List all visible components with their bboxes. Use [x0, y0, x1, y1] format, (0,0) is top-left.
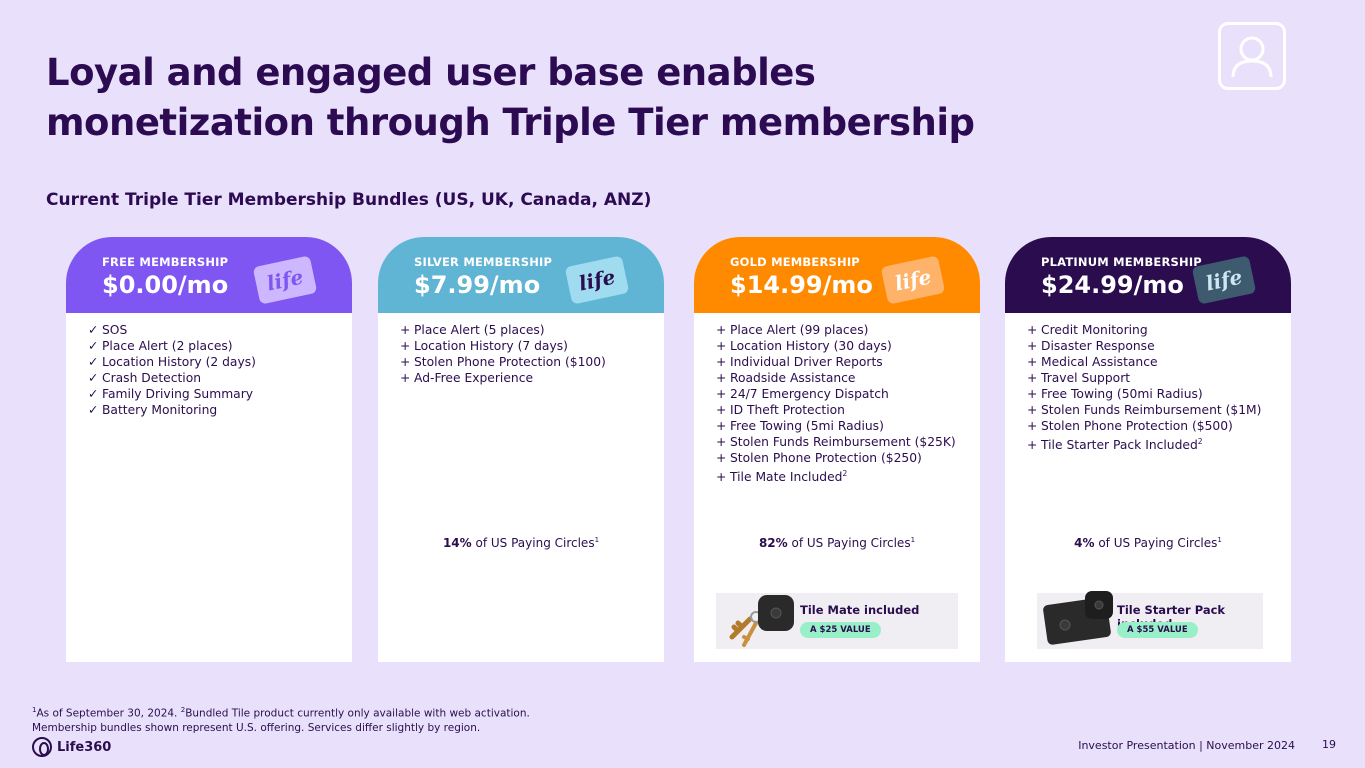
feature-list: ✓ SOS ✓ Place Alert (2 places) ✓ Location H… — [66, 313, 352, 418]
card-free-header: FREE MEMBERSHIP $0.00/mo life — [66, 237, 352, 313]
tier-name: FREE MEMBERSHIP — [102, 255, 229, 269]
feature-item: + Place Alert (5 places) — [400, 323, 545, 337]
page-number: 19 — [1322, 738, 1336, 751]
feature-item: + Stolen Phone Protection ($500) — [1027, 419, 1233, 433]
tier-name: SILVER MEMBERSHIP — [414, 255, 553, 269]
section-subtitle: Current Triple Tier Membership Bundles (… — [46, 190, 652, 210]
feature-item: + Ad-Free Experience — [400, 371, 534, 385]
tier-price: $24.99/mo — [1041, 271, 1184, 299]
card-platinum: PLATINUM MEMBERSHIP $24.99/mo life + Cred… — [1005, 237, 1291, 662]
feature-item: + Location History (7 days) — [400, 339, 568, 353]
feature-item: ✓ Location History (2 days) — [88, 355, 256, 369]
promo-value-badge: A $25 VALUE — [800, 622, 881, 638]
presentation-footer: Investor Presentation | November 2024 — [1078, 739, 1295, 752]
feature-item: + Place Alert (99 places) — [716, 323, 869, 337]
tile-starter-promo: Tile Starter Pack included A $55 VALUE — [1037, 591, 1263, 649]
paying-circles-share: 82% of US Paying Circles1 — [758, 536, 916, 550]
promo-value-badge: A $55 VALUE — [1117, 622, 1198, 638]
feature-item: + Stolen Phone Protection ($100) — [400, 355, 606, 369]
feature-list: + Place Alert (5 places) + Location Histor… — [378, 313, 664, 386]
feature-item: + Free Towing (50mi Radius) — [1027, 387, 1203, 401]
user-icon — [1218, 22, 1286, 90]
feature-item: + Stolen Funds Reimbursement ($25K) — [716, 435, 956, 449]
feature-list: + Place Alert (99 places) + Location Histo… — [694, 313, 980, 485]
slide-title: Loyal and engaged user base enables mone… — [46, 51, 975, 144]
life360-logo: Life360 — [32, 737, 111, 757]
feature-item: + ID Theft Protection — [716, 403, 845, 417]
feature-item: + Free Towing (5mi Radius) — [716, 419, 884, 433]
feature-item: + Stolen Funds Reimbursement ($1M) — [1027, 403, 1262, 417]
paying-circles-share: 4% of US Paying Circles1 — [1074, 536, 1222, 550]
feature-item: + Tile Starter Pack Included2 — [1027, 437, 1203, 453]
feature-item: + Stolen Phone Protection ($250) — [716, 451, 922, 465]
card-silver: SILVER MEMBERSHIP $7.99/mo life + Place A… — [378, 237, 664, 662]
feature-item: ✓ Family Driving Summary — [88, 387, 254, 401]
feature-item: + Roadside Assistance — [716, 371, 856, 385]
promo-label: Tile Mate included — [800, 603, 920, 617]
tile-starter-pack-icon — [1043, 591, 1113, 645]
feature-item: + Tile Mate Included2 — [716, 469, 848, 485]
feature-item: + Credit Monitoring — [1027, 323, 1148, 337]
feature-list: + Credit Monitoring + Disaster Response + M… — [1005, 313, 1291, 453]
card-free: FREE MEMBERSHIP $0.00/mo life ✓ SOS ✓ Plac… — [66, 237, 352, 662]
tile-mate-promo: Tile Mate included A $25 VALUE — [716, 593, 958, 649]
feature-item: ✓ Battery Monitoring — [88, 403, 218, 417]
tier-name: GOLD MEMBERSHIP — [730, 255, 860, 269]
feature-item: + Disaster Response — [1027, 339, 1155, 353]
tile-mate-keys-icon — [729, 595, 794, 647]
feature-item: + Individual Driver Reports — [716, 355, 883, 369]
tier-price: $0.00/mo — [102, 271, 229, 299]
card-silver-header: SILVER MEMBERSHIP $7.99/mo life — [378, 237, 664, 313]
card-gold: GOLD MEMBERSHIP $14.99/mo life + Place Al… — [694, 237, 980, 662]
card-gold-header: GOLD MEMBERSHIP $14.99/mo life — [694, 237, 980, 313]
feature-item: + Travel Support — [1027, 371, 1131, 385]
feature-item: + Medical Assistance — [1027, 355, 1158, 369]
tier-name: PLATINUM MEMBERSHIP — [1041, 255, 1202, 269]
footnote: 1As of September 30, 2024. 2Bundled Tile… — [32, 706, 530, 734]
feature-item: +24/7 Emergency Dispatch — [716, 387, 889, 401]
tier-price: $14.99/mo — [730, 271, 873, 299]
feature-item: ✓ SOS — [88, 323, 128, 337]
feature-item: ✓ Crash Detection — [88, 371, 202, 385]
tier-price: $7.99/mo — [414, 271, 541, 299]
card-platinum-header: PLATINUM MEMBERSHIP $24.99/mo life — [1005, 237, 1291, 313]
feature-item: + Location History (30 days) — [716, 339, 892, 353]
paying-circles-share: 14% of US Paying Circles1 — [442, 536, 600, 550]
life360-logo-icon — [32, 737, 52, 757]
feature-item: ✓ Place Alert (2 places) — [88, 339, 233, 353]
